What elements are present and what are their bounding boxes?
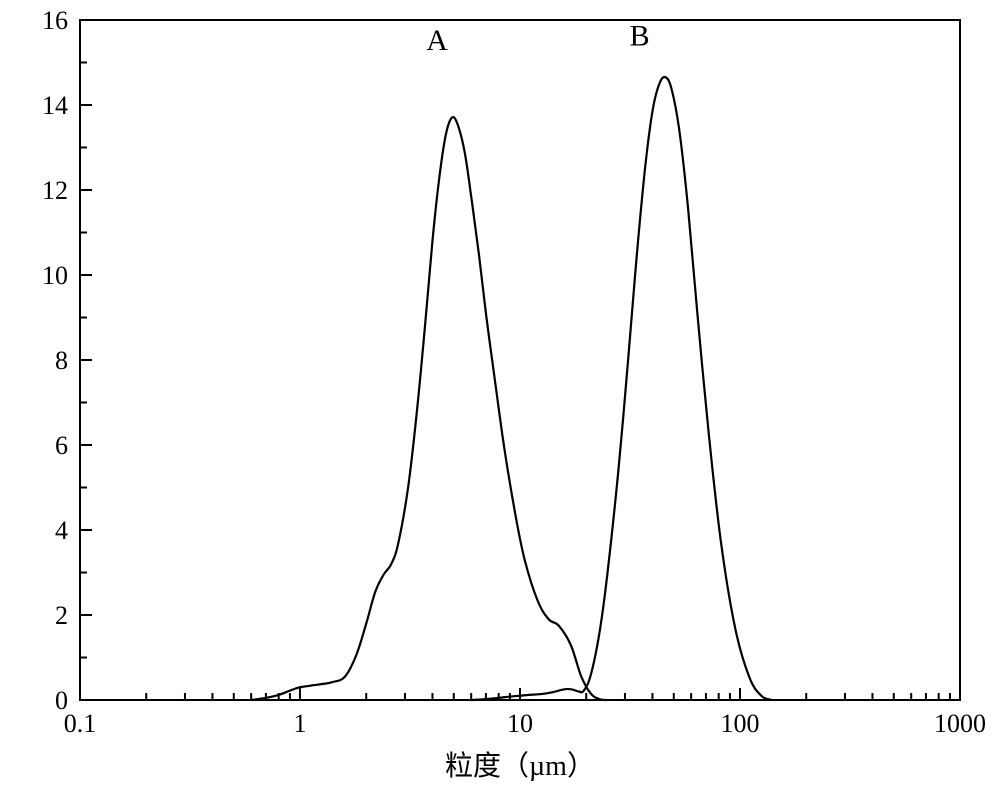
- y-tick-label: 8: [55, 346, 68, 375]
- x-tick-label: 1: [294, 709, 307, 738]
- y-tick-label: 2: [55, 601, 68, 630]
- series-b-label: B: [630, 20, 650, 53]
- particle-size-chart: 0.1 1 10 100 1000 0 2 4 6 8 10 12 14 16 粒度（µm） A B: [0, 0, 1000, 793]
- y-tick-label: 6: [55, 431, 68, 460]
- plot-frame: [80, 20, 960, 700]
- y-tick-label: 12: [42, 176, 68, 205]
- chart-svg: 0.1 1 10 100 1000 0 2 4 6 8 10 12 14 16 粒度（µm） A B: [0, 0, 1000, 793]
- series-a-curve: [251, 117, 607, 700]
- y-tick-label: 4: [55, 516, 68, 545]
- y-tick-label: 16: [42, 6, 68, 35]
- series-a-label: A: [426, 24, 448, 57]
- y-tick-label: 10: [42, 261, 68, 290]
- x-axis-label: 粒度（µm）: [445, 750, 595, 782]
- y-tick-label: 14: [42, 91, 68, 120]
- series-b-curve: [471, 77, 772, 700]
- y-tick-label: 0: [55, 686, 68, 715]
- x-tick-label: 0.1: [64, 709, 97, 738]
- x-tick-label: 10: [507, 709, 533, 738]
- x-tick-label: 1000: [934, 709, 986, 738]
- x-tick-label: 100: [721, 709, 760, 738]
